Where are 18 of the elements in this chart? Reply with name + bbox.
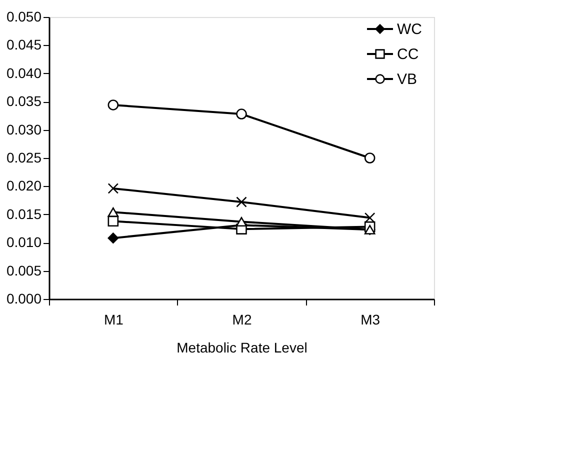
y-tick-label: 0.020 (6, 178, 42, 194)
y-tick-label: 0.045 (6, 36, 42, 53)
y-tick-label: 0.010 (6, 234, 42, 250)
y-tick-label: 0.005 (6, 262, 42, 278)
x-tick-label: M2 (232, 312, 252, 328)
legend-label: VB (397, 71, 418, 88)
y-tick-label: 0.040 (6, 64, 42, 81)
legend-label: WC (397, 21, 422, 38)
y-tick-label: 0.030 (6, 121, 42, 138)
y-tick-label: 0.025 (6, 150, 42, 166)
x-tick-label: M1 (104, 312, 124, 328)
y-tick-label: 0.050 (6, 8, 42, 24)
x-tick-label: M3 (360, 312, 380, 328)
y-tick-label: 0.015 (6, 206, 42, 222)
legend-label: CC (397, 46, 419, 63)
x-axis-title: Metabolic Rate Level (176, 340, 308, 356)
y-tick-label: 0.000 (6, 290, 42, 306)
y-tick-label: 0.035 (6, 93, 42, 110)
